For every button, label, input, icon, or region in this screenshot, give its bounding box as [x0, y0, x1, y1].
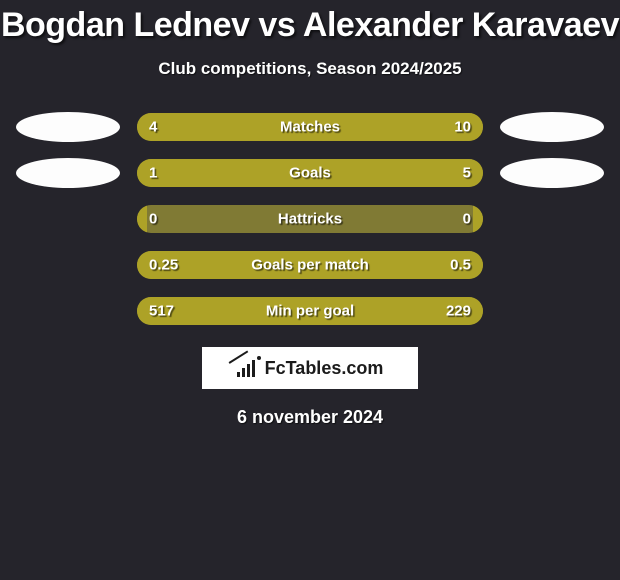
stat-row: 4 10 Matches: [0, 113, 620, 141]
page-title: Bogdan Lednev vs Alexander Karavaev: [0, 6, 620, 45]
stat-value-left: 4: [149, 119, 157, 136]
right-avatar-slot: [497, 205, 607, 233]
stat-row: 517 229 Min per goal: [0, 297, 620, 325]
logo-text: FcTables.com: [265, 358, 384, 379]
right-avatar-slot: [497, 297, 607, 325]
stat-value-left: 1: [149, 165, 157, 182]
player-avatar-left: [16, 158, 120, 188]
stat-bar-right-fill: [227, 113, 483, 141]
stat-bar-right-fill: [473, 205, 483, 233]
left-avatar-slot: [13, 297, 123, 325]
right-avatar-slot: [497, 159, 607, 187]
stat-label: Min per goal: [266, 303, 354, 320]
stat-row: 1 5 Goals: [0, 159, 620, 187]
logo-chart-icon: [237, 359, 259, 377]
stat-bar-left-fill: [137, 205, 147, 233]
right-avatar-slot: [497, 113, 607, 141]
stat-value-right: 10: [454, 119, 471, 136]
stat-label: Hattricks: [278, 211, 342, 228]
stat-label: Goals per match: [251, 257, 369, 274]
stat-value-left: 517: [149, 303, 174, 320]
stat-bar: 517 229 Min per goal: [137, 297, 483, 325]
subtitle: Club competitions, Season 2024/2025: [0, 59, 620, 79]
left-avatar-slot: [13, 113, 123, 141]
right-avatar-slot: [497, 251, 607, 279]
stat-value-right: 0: [463, 211, 471, 228]
fctables-logo: FcTables.com: [202, 347, 418, 389]
stat-value-right: 229: [446, 303, 471, 320]
player-avatar-right: [500, 158, 604, 188]
stat-row: 0.25 0.5 Goals per match: [0, 251, 620, 279]
player-avatar-right: [500, 112, 604, 142]
stat-bar-right-fill: [199, 159, 483, 187]
stat-value-left: 0: [149, 211, 157, 228]
stat-value-right: 0.5: [450, 257, 471, 274]
stat-row: 0 0 Hattricks: [0, 205, 620, 233]
stat-value-right: 5: [463, 165, 471, 182]
stat-bar-left-fill: [137, 159, 199, 187]
left-avatar-slot: [13, 205, 123, 233]
left-avatar-slot: [13, 159, 123, 187]
stat-label: Goals: [289, 165, 331, 182]
stat-bar: 0 0 Hattricks: [137, 205, 483, 233]
date-caption: 6 november 2024: [0, 407, 620, 428]
player-avatar-left: [16, 112, 120, 142]
left-avatar-slot: [13, 251, 123, 279]
stat-label: Matches: [280, 119, 340, 136]
stat-bar: 0.25 0.5 Goals per match: [137, 251, 483, 279]
stat-bar: 4 10 Matches: [137, 113, 483, 141]
stat-bar: 1 5 Goals: [137, 159, 483, 187]
stat-value-left: 0.25: [149, 257, 178, 274]
stats-rows: 4 10 Matches 1 5 Goals 0 0 Hattricks 0.25 0.5 Goals…: [0, 113, 620, 325]
